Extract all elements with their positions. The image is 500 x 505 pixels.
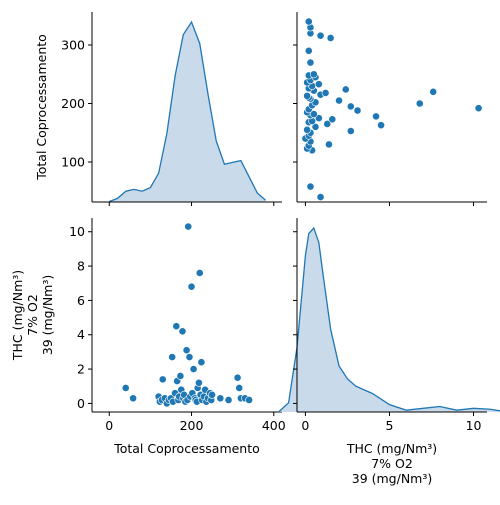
scatter-top-point-14	[323, 120, 332, 128]
scatter-top-point-5	[325, 140, 333, 149]
scatter-top-point-26	[346, 102, 355, 111]
kde-total-line	[109, 20, 266, 203]
x-axis-title-thc-line-2: 39 (mg/Nm³)	[352, 471, 433, 486]
scatter-top-point-33	[303, 91, 311, 100]
scatter-top-point-12	[311, 123, 320, 131]
scatter-top-point-11	[303, 125, 311, 134]
scatter-bottom-point-50	[235, 384, 244, 392]
y-tick-label-thc: 8	[77, 259, 85, 274]
x-tick-label-total: 400	[262, 418, 286, 433]
y-axis-title-thc-line-2: 39 (mg/Nm³)	[40, 275, 55, 356]
y-tick-label-thc: 4	[77, 327, 85, 342]
scatter-bottom-point-30	[189, 365, 198, 373]
scatter-bottom-point-35	[195, 378, 203, 387]
scatter-bottom-point-0	[121, 384, 130, 392]
x-tick-label-total: 200	[180, 418, 204, 433]
x-tick-label-thc: 0	[301, 418, 309, 433]
scatter-top-point-0	[316, 193, 325, 201]
scatter-top-point-53	[304, 17, 313, 26]
scatter-top-point-13	[377, 121, 385, 130]
scatter-top-point-23	[353, 106, 362, 115]
y-tick-label-total: 100	[61, 155, 85, 170]
scatter-bottom-point-48	[224, 396, 233, 404]
scatter-bottom-point-25	[184, 222, 193, 231]
scatter-bottom-point-53	[245, 396, 253, 404]
scatter-top-point-28	[415, 99, 424, 108]
scatter-top-point-10	[346, 127, 355, 135]
scatter-bottom-point-1	[129, 394, 138, 403]
x-axis-title-total: Total Coprocessamento	[113, 441, 260, 456]
scatter-top-point-35	[321, 89, 330, 97]
scatter-bottom-point-36	[195, 269, 204, 277]
y-tick-label-thc: 0	[77, 396, 85, 411]
scatter-bottom-point-47	[216, 394, 225, 403]
scatter-bottom-point-49	[233, 373, 242, 382]
scatter-top-point-50	[316, 31, 325, 40]
x-tick-label-thc: 10	[466, 418, 482, 433]
y-axis-title-thc-line-0: THC (mg/Nm³)	[10, 270, 25, 361]
scatter-bottom-point-19	[178, 327, 187, 336]
scatter-top-point-36	[429, 87, 438, 96]
y-tick-label-total: 200	[61, 96, 85, 111]
scatter-bottom-point-17	[176, 372, 185, 380]
y-tick-label-thc: 10	[69, 224, 85, 239]
y-tick-label-thc: 6	[77, 293, 85, 308]
scatter-top-point-17	[328, 115, 337, 124]
kde-thc-line	[278, 226, 500, 413]
scatter-top-point-49	[326, 34, 335, 42]
x-tick-label-thc: 5	[386, 418, 394, 433]
y-tick-label-thc: 2	[77, 362, 85, 377]
scatter-top-point-30	[335, 96, 343, 105]
kde-total-fill	[109, 22, 266, 202]
scatter-bottom-point-38	[197, 358, 206, 367]
scatter-top-point-47	[306, 58, 315, 67]
scatter-top-point-48	[304, 46, 313, 55]
scatter-top-point-1	[306, 182, 315, 191]
scatter-bottom-point-13	[172, 322, 181, 331]
y-axis-title-thc-line-1: 7% O2	[25, 294, 40, 336]
x-axis-title-thc-line-1: 7% O2	[371, 456, 413, 471]
scatter-top-point-46	[309, 70, 318, 79]
scatter-top-point-25	[474, 104, 483, 113]
kde-thc-fill	[278, 228, 500, 412]
scatter-bottom-point-26	[185, 353, 194, 361]
scatter-bottom-point-10	[168, 353, 177, 361]
scatter-bottom-point-5	[158, 375, 167, 384]
y-tick-label-total: 300	[61, 38, 85, 53]
scatter-top-point-41	[314, 80, 323, 89]
scatter-top-point-38	[341, 85, 350, 94]
y-axis-title-total: Total Coprocessamento	[34, 34, 49, 181]
scatter-top-point-18	[314, 114, 323, 123]
scatter-bottom-point-28	[187, 282, 196, 291]
scatter-top-point-19	[372, 112, 380, 121]
scatter-bottom-point-23	[182, 346, 191, 355]
x-axis-title-thc-line-0: THC (mg/Nm³)	[346, 441, 437, 456]
scatter-bottom-point-46	[208, 390, 216, 399]
x-tick-label-total: 0	[105, 418, 113, 433]
